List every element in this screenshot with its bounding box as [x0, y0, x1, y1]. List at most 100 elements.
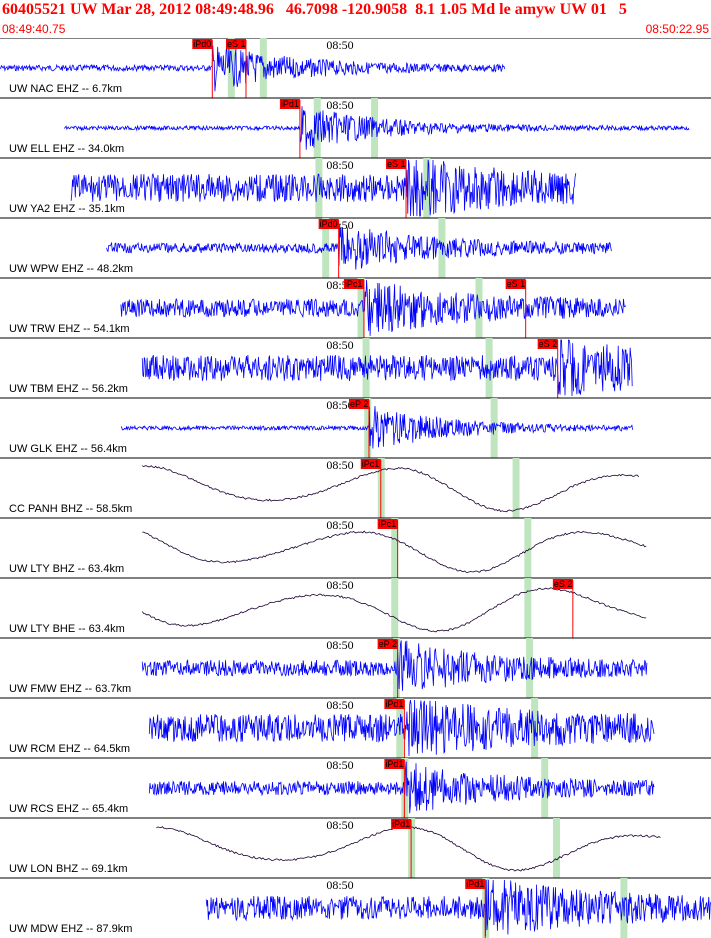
trace-row: 08:50 iPd1 UW RCM EHZ -- 64.5km [0, 697, 711, 758]
station-label: UW WPW EHZ -- 48.2km [9, 263, 133, 275]
trace-row: 08:50 iPd1 UW LON BHZ -- 69.1km [0, 817, 711, 878]
trace-row: 08:50 iPc1 UW LTY BHZ -- 63.4km [0, 517, 711, 578]
waveform-trace [142, 530, 647, 573]
trace-row: 08:50 iPd1 UW RCS EHZ -- 65.4km [0, 757, 711, 818]
trace-row: 08:50 eS 1 UW YA2 EHZ -- 35.1km [0, 157, 711, 218]
waveform-trace [70, 159, 577, 217]
start-time-label: 08:49:40.75 [2, 22, 66, 36]
waveform-trace [106, 223, 612, 270]
pick-window-band [512, 458, 520, 518]
pick-marker [537, 339, 558, 349]
station-label: UW LTY BHE -- 63.4km [9, 623, 125, 635]
pick-window-band [391, 518, 399, 578]
station-label: UW FMW EHZ -- 63.7km [9, 683, 131, 695]
pick-label: iPd1 [392, 819, 410, 829]
pick-marker [386, 159, 407, 169]
station-label: UW NAC EHZ -- 6.7km [9, 83, 122, 95]
station-label: UW RCM EHZ -- 64.5km [9, 743, 130, 755]
minute-marker-label: 08:50 [326, 458, 353, 472]
pick-window-band [391, 578, 399, 638]
pick-marker [279, 99, 300, 109]
pick-window-band [475, 278, 483, 338]
pick-window-band [315, 158, 323, 218]
waveform-trace [148, 699, 655, 757]
pick-label: iPd0 [320, 219, 338, 229]
pick-marker [225, 39, 246, 49]
pick-window-band [552, 818, 560, 878]
station-label: UW TBM EHZ -- 56.2km [9, 383, 128, 395]
waveform-trace [141, 465, 640, 513]
waveform-trace [63, 106, 690, 150]
pick-window-band [227, 38, 235, 98]
pick-marker [343, 279, 364, 289]
waveform-trace [120, 405, 633, 449]
minute-marker-label: 08:50 [326, 38, 353, 52]
trace-row: 08:50 eS 2 UW LTY BHE -- 63.4km [0, 577, 711, 638]
end-time-label: 08:50:22.95 [645, 22, 709, 36]
waveform-trace [148, 761, 655, 814]
minute-marker-label: 08:50 [326, 338, 353, 352]
pick-label: eP 2 [379, 639, 397, 649]
pick-label: eS 2 [539, 339, 558, 349]
pick-window-band [357, 278, 365, 338]
station-label: CC PANH BHZ -- 58.5km [9, 503, 132, 515]
trace-row: 08:50 iPd1 UW MDW EHZ -- 87.9km [0, 877, 711, 938]
minute-marker-label: 08:50 [326, 158, 353, 172]
trace-row: 08:50 iPc1 CC PANH BHZ -- 58.5km [0, 457, 711, 518]
pick-label: iPc1 [345, 279, 363, 289]
pick-marker [377, 519, 398, 529]
pick-window-band [322, 218, 330, 278]
pick-label: iPd1 [385, 699, 403, 709]
pick-window-band [541, 758, 549, 818]
pick-label: eS 1 [227, 39, 246, 49]
pick-label: eS 1 [507, 279, 526, 289]
record-header: 60405521 UW Mar 28, 2012 08:49:48.96 46.… [0, 0, 711, 38]
trace-row: 08:50 iPd1 UW ELL EHZ -- 34.0km [0, 97, 711, 158]
pick-label: iPd1 [281, 99, 299, 109]
pick-window-band [490, 398, 498, 458]
trace-row: 08:50 eS 2 UW TBM EHZ -- 56.2km [0, 337, 711, 398]
minute-marker-label: 08:50 [326, 398, 353, 412]
pick-window-band [524, 578, 532, 638]
minute-marker-label: 08:50 [326, 98, 353, 112]
minute-marker-label: 08:50 [326, 878, 353, 892]
pick-marker [465, 879, 486, 889]
pick-marker [377, 639, 398, 649]
pick-marker [360, 459, 381, 469]
waveform-trace [120, 279, 626, 336]
pick-marker [505, 279, 526, 289]
minute-marker-label: 08:50 [326, 578, 353, 592]
station-label: UW MDW EHZ -- 87.9km [9, 923, 132, 935]
pick-label: iPd0 [193, 39, 211, 49]
pick-window-band [371, 98, 379, 158]
pick-label: eS 2 [554, 579, 573, 589]
waveform-trace [141, 640, 648, 691]
seismogram-panel: 08:50 iPd0 eS 1 UW NAC EHZ -- 6.7km 08:50 iPd… [0, 38, 711, 938]
station-label: UW ELL EHZ -- 34.0km [9, 143, 124, 155]
station-label: UW LON BHZ -- 69.1km [9, 863, 128, 875]
pick-label: iPc1 [362, 459, 380, 469]
pick-marker [318, 219, 339, 229]
pick-marker [384, 759, 405, 769]
pick-label: iPc1 [379, 519, 397, 529]
minute-marker-label: 08:50 [326, 698, 353, 712]
station-label: UW GLK EHZ -- 56.4km [9, 443, 127, 455]
minute-marker-label: 08:50 [326, 518, 353, 532]
station-label: UW TRW EHZ -- 54.1km [9, 323, 130, 335]
waveform-trace [205, 879, 711, 937]
station-label: UW LTY BHZ -- 63.4km [9, 563, 124, 575]
station-label: UW YA2 EHZ -- 35.1km [9, 203, 125, 215]
trace-row: 08:50 iPd0 eS 1 UW NAC EHZ -- 6.7km [0, 38, 711, 98]
minute-marker-label: 08:50 [326, 758, 353, 772]
waveform-trace [0, 45, 506, 92]
pick-label: iPd1 [385, 759, 403, 769]
waveform-trace [141, 587, 647, 633]
pick-marker [391, 819, 412, 829]
pick-marker [348, 399, 369, 409]
pick-marker [552, 579, 573, 589]
minute-marker-label: 08:50 [326, 638, 353, 652]
pick-window-band [364, 398, 372, 458]
pick-label: eP 2 [350, 399, 368, 409]
